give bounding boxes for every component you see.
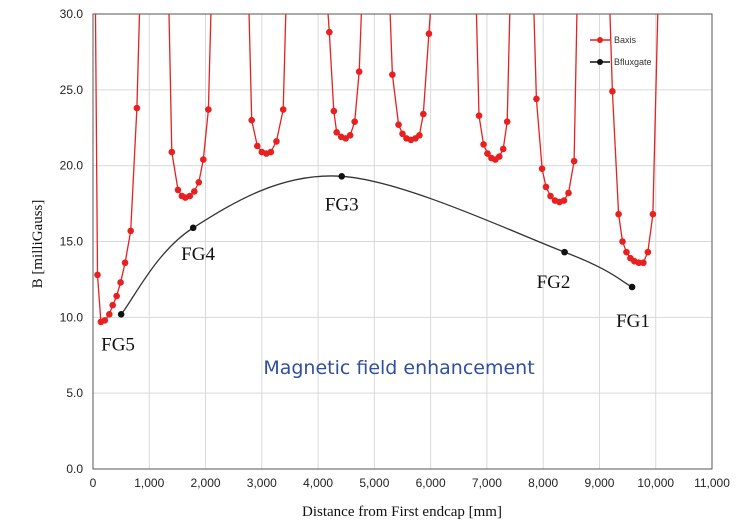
baxis-point xyxy=(355,68,363,75)
baxis-point xyxy=(113,292,120,300)
legend: Baxis Bfluxgate xyxy=(590,35,652,67)
bfluxgate-point xyxy=(628,283,636,291)
legend-baxis-marker xyxy=(597,37,603,43)
x-tick-label: 7,000 xyxy=(472,476,502,490)
fg-label-fg5: FG5 xyxy=(101,334,135,355)
baxis-point xyxy=(570,157,578,165)
bfluxgate-series xyxy=(117,172,636,318)
x-tick-label: 11,000 xyxy=(694,476,730,490)
baxis-point xyxy=(484,150,491,157)
y-tick-label: 15.0 xyxy=(60,235,84,249)
baxis-point xyxy=(623,248,630,256)
baxis-point xyxy=(395,121,402,129)
baxis-point xyxy=(560,197,568,204)
baxis-point xyxy=(346,132,354,139)
baxis-point xyxy=(168,148,176,156)
x-tick-label: 2,000 xyxy=(191,476,221,490)
bfluxgate-point xyxy=(561,248,568,256)
baxis-point xyxy=(199,156,207,163)
baxis-point xyxy=(333,129,340,136)
baxis-series xyxy=(94,14,659,326)
baxis-point xyxy=(326,28,333,36)
y-tick-label: 30.0 xyxy=(60,7,84,21)
x-axis-title: Distance from First endcap [mm] xyxy=(302,504,502,520)
baxis-point xyxy=(538,165,546,172)
baxis-point xyxy=(399,130,406,138)
bfluxgate-point xyxy=(338,172,346,180)
x-tick-label: 10,000 xyxy=(637,476,674,490)
baxis-point xyxy=(615,210,622,218)
x-axis-tick-labels: 0 1,000 2,000 3,000 4,000 5,000 6,000 7,000 8,00… xyxy=(90,476,731,490)
y-axis-title: B [milliGauss] xyxy=(30,200,46,289)
baxis-point xyxy=(503,118,511,125)
y-tick-label: 5.0 xyxy=(66,386,83,400)
fg-label-fg4: FG4 xyxy=(181,244,215,265)
bfluxgate-point xyxy=(189,224,197,232)
x-tick-label: 0 xyxy=(90,476,97,490)
baxis-point xyxy=(420,110,427,118)
baxis-point xyxy=(186,192,194,200)
baxis-point xyxy=(279,106,287,113)
x-tick-label: 4,000 xyxy=(303,476,333,490)
x-tick-label: 1,000 xyxy=(134,476,164,490)
x-tick-label: 9,000 xyxy=(584,476,614,490)
baxis-point xyxy=(547,192,554,200)
baxis-point xyxy=(475,112,483,119)
baxis-point xyxy=(542,183,550,191)
baxis-point xyxy=(609,88,616,95)
fg-label-fg3: FG3 xyxy=(325,194,359,215)
fg-label-fg1: FG1 xyxy=(616,311,650,332)
baxis-point xyxy=(117,279,124,286)
baxis-point xyxy=(533,95,540,103)
y-axis-tick-labels: 0.0 5.0 10.0 15.0 20.0 25.0 30.0 xyxy=(60,7,84,476)
grid-lines xyxy=(92,13,713,470)
baxis-point xyxy=(273,138,280,145)
baxis-point xyxy=(416,132,423,139)
baxis-point xyxy=(640,259,647,267)
baxis-point xyxy=(480,141,487,148)
baxis-point xyxy=(109,301,116,309)
baxis-point xyxy=(205,106,212,113)
baxis-point xyxy=(330,107,338,115)
baxis-point xyxy=(127,227,135,235)
baxis-point xyxy=(101,317,109,324)
bfluxgate-point xyxy=(117,311,125,318)
baxis-point xyxy=(644,248,652,256)
x-tick-label: 3,000 xyxy=(247,476,277,490)
baxis-point xyxy=(106,311,113,318)
annotation-text: Magnetic field enhancement xyxy=(263,357,534,379)
y-tick-label: 20.0 xyxy=(60,159,84,173)
legend-bfluxgate-marker xyxy=(597,59,603,65)
baxis-point xyxy=(425,30,433,38)
legend-bfluxgate-label: Bfluxgate xyxy=(614,57,652,67)
baxis-point xyxy=(121,259,129,267)
x-tick-label: 5,000 xyxy=(359,476,389,490)
baxis-point xyxy=(495,153,503,160)
fg-label-fg2: FG2 xyxy=(537,272,571,293)
baxis-point xyxy=(351,118,358,125)
plot-frame xyxy=(92,13,713,470)
baxis-point xyxy=(254,142,261,150)
baxis-point xyxy=(190,188,198,195)
baxis-point xyxy=(619,238,626,245)
y-tick-label: 10.0 xyxy=(60,310,84,324)
baxis-point xyxy=(499,145,507,153)
fluxgate-labels: FG5 FG4 FG3 FG2 FG1 xyxy=(101,194,650,355)
legend-baxis-label: Baxis xyxy=(614,35,637,45)
baxis-point xyxy=(195,179,203,186)
baxis-point xyxy=(267,148,275,156)
baxis-point xyxy=(389,71,396,78)
baxis-point xyxy=(94,271,101,279)
baxis-point xyxy=(174,186,182,194)
baxis-point xyxy=(133,104,141,112)
y-tick-label: 25.0 xyxy=(60,83,84,97)
baxis-point xyxy=(248,116,255,124)
x-tick-label: 8,000 xyxy=(528,476,558,490)
baxis-point xyxy=(565,189,572,197)
baxis-point xyxy=(649,210,657,218)
y-tick-label: 0.0 xyxy=(66,462,83,476)
x-tick-label: 6,000 xyxy=(416,476,446,490)
